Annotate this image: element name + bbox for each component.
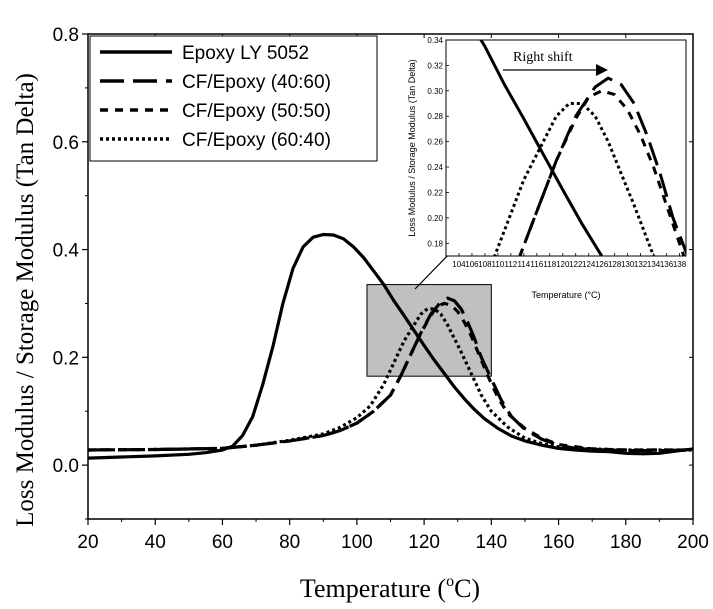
x-axis-title: Temperature (oC): [300, 573, 480, 603]
inset-x-tick-label: 110: [492, 260, 505, 269]
inset-y-tick-label: 0.32: [427, 61, 443, 70]
x-tick-label: 120: [408, 532, 440, 553]
inset-x-tick-label: 124: [582, 260, 596, 269]
legend-label-cf-epoxy-60-40: CF/Epoxy (60:40): [182, 130, 331, 151]
right-shift-arrow-head: [596, 64, 608, 76]
inset-x-tick-label: 122: [569, 260, 583, 269]
x-tick-label: 80: [279, 532, 300, 553]
inset-x-tick-label: 126: [595, 260, 609, 269]
inset-y-tick-label: 0.22: [427, 188, 443, 197]
inset-annotation: Right shift: [513, 50, 573, 65]
y-tick-label: 0.4: [53, 241, 80, 262]
inset-y-tick-label: 0.18: [427, 239, 443, 248]
x-tick-label: 100: [341, 532, 373, 553]
inset-y-tick-label: 0.34: [427, 36, 443, 45]
inset-x-tick-label: 134: [647, 260, 661, 269]
inset-y-tick-label: 0.24: [427, 163, 443, 172]
inset-y-tick-label: 0.30: [427, 87, 443, 96]
series-line-cf-epoxy-50-50: [88, 301, 693, 452]
x-tick-label: 200: [677, 532, 709, 553]
y-tick-label: 0.6: [53, 133, 79, 154]
y-axis-title: Loss Modulus / Storage Modulus (Tan Delt…: [12, 73, 39, 527]
inset-x-tick-label: 106: [465, 260, 479, 269]
inset-x-tick-label: 130: [621, 260, 635, 269]
inset-x-tick-label: 120: [556, 260, 570, 269]
x-tick-label: 140: [475, 532, 507, 553]
legend-label-cf-epoxy-40-60: CF/Epoxy (40:60): [182, 72, 331, 93]
inset-x-axis-title: Temperature (°C): [531, 290, 600, 300]
main-ticks: 20 40 60 80 100 120 140 160 180 200 0.0 0.2 0.4 0.6 0.…: [53, 25, 709, 553]
inset-plot-area: [445, 39, 687, 257]
y-tick-label: 0.0: [53, 456, 79, 477]
x-tick-label: 60: [212, 532, 233, 553]
legend-label-epoxy-ly-5052: Epoxy LY 5052: [182, 43, 309, 64]
inset-x-tick-label: 118: [543, 260, 556, 269]
inset-y-axis-title: Loss Modulus / Storage Modulus (Tan Delt…: [407, 59, 417, 237]
inset-series-line-epoxy-ly-5052: [479, 40, 604, 256]
inset-x-tick-label: 104: [452, 260, 466, 269]
inset-x-tick-label: 136: [660, 260, 674, 269]
x-tick-label: 40: [145, 532, 166, 553]
y-tick-label: 0.2: [53, 348, 79, 369]
x-tick-label: 20: [77, 532, 98, 553]
inset-x-tick-label: 116: [530, 260, 543, 269]
inset-x-tick-label: 112: [504, 260, 517, 269]
inset-y-tick-label: 0.28: [427, 112, 443, 121]
main-series: [88, 232, 693, 460]
inset-ticks: 104 106 108 110 112 114 116 118 120 122 124 126 128 1…: [427, 36, 686, 269]
x-tick-label: 160: [543, 532, 575, 553]
inset-series: [479, 40, 686, 256]
inset-y-tick-label: 0.20: [427, 214, 443, 223]
series-line-cf-epoxy-60-40: [88, 307, 693, 452]
inset-x-tick-label: 138: [673, 260, 687, 269]
inset-y-tick-label: 0.26: [427, 138, 443, 147]
legend-label-cf-epoxy-50-50: CF/Epoxy (50:50): [182, 101, 331, 122]
inset-x-tick-label: 108: [478, 260, 492, 269]
x-tick-label: 180: [610, 532, 642, 553]
series-line-cf-epoxy-40-60: [88, 296, 693, 453]
series-line-epoxy-ly-5052: [88, 232, 693, 460]
inset-x-tick-label: 128: [608, 260, 622, 269]
inset-x-tick-label: 132: [634, 260, 648, 269]
y-tick-label: 0.8: [53, 25, 79, 46]
legend: Epoxy LY 5052 CF/Epoxy (40:60) CF/Epoxy (5…: [100, 43, 331, 151]
inset-x-tick-label: 114: [517, 260, 530, 269]
